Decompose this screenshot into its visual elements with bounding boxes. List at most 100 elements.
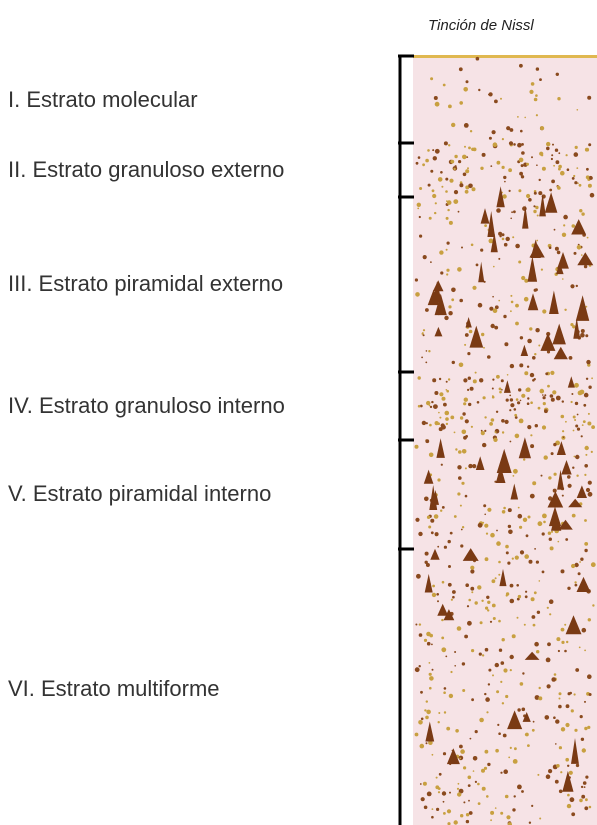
stain-cell xyxy=(565,538,568,541)
stain-cell xyxy=(468,776,472,780)
stain-cell xyxy=(451,123,455,127)
stain-cell xyxy=(479,653,482,656)
stain-cell xyxy=(492,388,494,390)
stain-cell xyxy=(588,143,591,146)
stain-cell xyxy=(558,152,560,154)
stain-cell xyxy=(418,720,423,725)
stain-cell xyxy=(429,687,432,690)
stain-cell xyxy=(492,379,494,381)
stain-cell xyxy=(521,151,525,155)
stain-cell xyxy=(581,212,584,215)
stain-cell xyxy=(519,64,523,68)
stain-cell xyxy=(531,156,533,158)
stain-cell xyxy=(566,704,570,708)
stain-cell xyxy=(587,237,589,239)
stain-cell xyxy=(566,154,568,156)
stain-cell xyxy=(562,233,566,237)
stain-cell xyxy=(493,142,498,147)
stain-cell xyxy=(470,566,474,570)
stain-cell xyxy=(551,158,553,160)
stain-cell xyxy=(423,334,425,336)
stain-cell xyxy=(570,284,574,288)
stain-cell xyxy=(530,494,535,499)
stain-cell xyxy=(529,327,532,330)
stain-cell xyxy=(581,435,583,437)
stain-cell xyxy=(525,591,527,593)
stain-cell xyxy=(482,654,484,656)
stain-cell xyxy=(465,495,468,498)
stain-cell xyxy=(556,764,560,768)
stain-cell xyxy=(432,585,435,588)
stain-cell xyxy=(571,709,574,712)
stain-cell xyxy=(429,424,432,427)
stain-cell xyxy=(496,530,498,532)
stain-cell xyxy=(421,718,424,721)
stain-cell xyxy=(534,378,536,380)
stain-cell xyxy=(475,601,478,604)
stain-cell xyxy=(529,90,533,94)
stain-cell xyxy=(573,175,575,177)
stain-cell xyxy=(447,242,450,245)
stain-cell xyxy=(441,619,443,621)
stain-cell xyxy=(559,698,561,700)
stain-cell xyxy=(454,651,456,653)
stain-cell xyxy=(590,193,595,198)
stain-cell xyxy=(584,727,587,730)
stain-cell xyxy=(584,464,588,468)
stain-cell xyxy=(543,521,546,524)
stain-cell xyxy=(584,786,586,788)
stain-cell xyxy=(523,518,527,522)
stain-cell xyxy=(437,546,439,548)
stain-cell xyxy=(455,448,457,450)
stain-cell xyxy=(425,561,428,564)
stain-cell xyxy=(577,428,580,431)
stain-cell xyxy=(441,464,443,466)
stain-cell xyxy=(571,393,573,395)
stain-cell xyxy=(513,475,515,477)
stain-cell xyxy=(518,261,521,264)
stain-cell xyxy=(533,205,535,207)
stain-cell xyxy=(504,342,508,346)
stain-cell xyxy=(441,186,443,188)
stain-cell xyxy=(428,184,431,187)
stain-cell xyxy=(463,402,466,405)
layer-label: II. Estrato granuloso externo xyxy=(8,157,284,182)
stain-cell xyxy=(572,514,576,518)
stain-cell xyxy=(477,783,480,786)
stain-cell xyxy=(515,244,520,249)
stain-cell xyxy=(565,421,567,423)
stain-cell xyxy=(444,546,447,549)
stain-cell xyxy=(550,546,554,550)
stain-cell xyxy=(562,278,564,280)
stain-cell xyxy=(535,424,538,427)
stain-cell xyxy=(549,246,552,249)
stain-cell xyxy=(464,123,469,128)
stain-cell xyxy=(447,209,449,211)
stain-cell xyxy=(508,525,511,528)
stain-cell xyxy=(452,590,456,594)
stain-cell xyxy=(468,464,472,468)
stain-cell xyxy=(518,507,520,509)
stain-cell xyxy=(520,682,524,686)
stain-cell xyxy=(545,715,550,720)
stain-cell xyxy=(514,414,517,417)
page: Tinción de Nissl I. Estrato molecular II… xyxy=(0,0,597,825)
stain-cell xyxy=(442,791,446,795)
stain-cell xyxy=(467,352,470,355)
stain-cell xyxy=(585,334,588,337)
stain-cell xyxy=(554,473,557,476)
stain-cell xyxy=(453,199,458,204)
stain-cell xyxy=(524,554,529,559)
stain-cell xyxy=(513,143,516,146)
stain-cell xyxy=(547,385,550,388)
stain-cell xyxy=(434,96,438,100)
stain-cell xyxy=(448,144,450,146)
stain-cell xyxy=(464,398,468,402)
stain-cell xyxy=(505,420,509,424)
stain-cell xyxy=(549,599,554,604)
stain-cell xyxy=(454,190,458,194)
stain-cell xyxy=(559,790,563,794)
stain-cell xyxy=(465,419,469,423)
stain-cell xyxy=(517,617,519,619)
stain-cell xyxy=(493,266,495,268)
